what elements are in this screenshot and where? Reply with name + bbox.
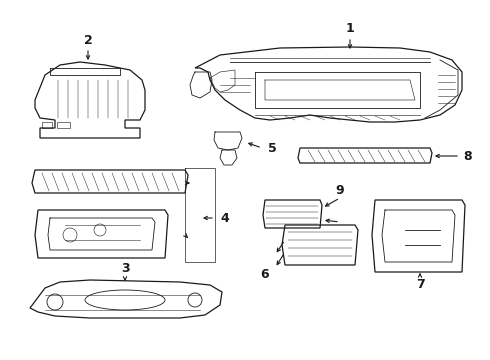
Text: 8: 8 — [464, 149, 472, 162]
Text: 1: 1 — [345, 22, 354, 35]
Text: 4: 4 — [220, 211, 229, 225]
Text: 6: 6 — [261, 269, 270, 282]
Text: 7: 7 — [416, 279, 424, 292]
Text: 3: 3 — [121, 261, 129, 274]
Text: 2: 2 — [84, 33, 93, 46]
Text: 9: 9 — [336, 184, 344, 197]
Text: 5: 5 — [268, 141, 276, 154]
